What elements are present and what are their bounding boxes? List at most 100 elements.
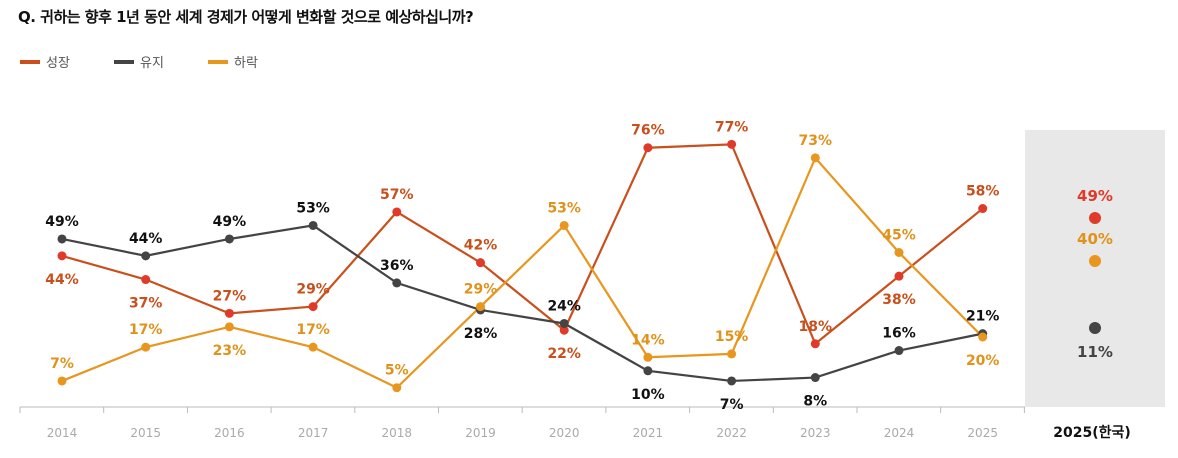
data-label-decline: 14% (631, 332, 665, 348)
highlight-panel (1025, 130, 1165, 407)
data-label-growth: 27% (213, 288, 247, 304)
x-tick-label: 2017 (298, 426, 329, 440)
data-point-decline (810, 153, 820, 163)
data-label-growth: 18% (799, 319, 833, 335)
highlight-point (1089, 212, 1101, 224)
data-label-decline: 20% (966, 353, 1000, 369)
data-point-decline (978, 332, 988, 342)
data-label-decline: 23% (213, 343, 247, 359)
data-point-maintain (727, 376, 737, 386)
data-label-growth: 42% (464, 238, 498, 254)
highlight-label: 49% (1077, 187, 1113, 205)
data-point-decline (308, 342, 318, 352)
data-point-growth (476, 258, 485, 268)
legend-swatch (114, 59, 134, 64)
data-label-growth: 38% (882, 292, 916, 308)
chart-title: Q. 귀하는 향후 1년 동안 세계 경제가 어떻게 변화할 것으로 예상하십니… (18, 8, 474, 26)
highlight-category-label: 2025(한국) (1053, 425, 1131, 441)
data-point-decline (141, 342, 151, 352)
data-label-decline: 17% (296, 322, 330, 338)
x-tick-label: 2021 (633, 426, 664, 440)
data-label-maintain: 28% (464, 326, 498, 342)
legend-swatch (208, 59, 228, 64)
x-tick-label: 2022 (716, 426, 747, 440)
legend-item-maintain: 유지 (114, 52, 164, 71)
x-tick-label: 2019 (465, 426, 496, 440)
data-label-maintain: 16% (882, 326, 916, 342)
data-label-growth: 76% (631, 123, 665, 139)
data-label-decline: 45% (882, 228, 916, 244)
data-point-maintain (308, 220, 318, 230)
x-tick-label: 2016 (214, 426, 245, 440)
data-label-decline: 73% (799, 133, 833, 149)
data-point-maintain (392, 278, 402, 288)
data-label-maintain: 44% (129, 231, 163, 247)
data-label-maintain: 21% (966, 309, 1000, 325)
data-point-decline (727, 349, 737, 359)
data-point-growth (57, 251, 67, 261)
data-point-decline (57, 376, 67, 386)
data-label-maintain: 24% (547, 298, 581, 314)
data-point-growth (224, 308, 234, 318)
data-point-decline (643, 352, 653, 362)
highlight-label: 11% (1077, 343, 1113, 361)
data-label-decline: 15% (715, 329, 749, 345)
data-label-decline: 17% (129, 322, 163, 338)
highlight-point (1089, 322, 1101, 334)
series-line-maintain (61, 224, 983, 383)
data-label-maintain: 49% (213, 214, 247, 230)
data-label-growth: 37% (129, 296, 163, 312)
data-point-maintain (141, 251, 151, 261)
data-label-decline: 29% (464, 282, 498, 298)
x-tick-label: 2025 (967, 426, 998, 440)
data-point-maintain (643, 366, 653, 376)
data-point-maintain (57, 234, 67, 244)
data-label-maintain: 53% (296, 200, 330, 216)
data-label-maintain: 8% (803, 394, 827, 410)
data-point-growth (810, 339, 820, 349)
data-point-maintain (224, 234, 234, 244)
legend-item-decline: 하락 (208, 52, 258, 71)
data-point-maintain (810, 373, 820, 383)
data-label-decline: 53% (547, 200, 581, 216)
data-label-decline: 7% (50, 356, 74, 372)
data-label-growth: 44% (45, 272, 79, 288)
data-point-decline (224, 322, 234, 332)
x-tick-label: 2023 (800, 426, 831, 440)
data-label-maintain: 7% (720, 397, 744, 413)
data-label-decline: 5% (385, 363, 409, 379)
legend-item-growth: 성장 (20, 52, 70, 71)
legend-label: 성장 (46, 56, 70, 71)
data-label-growth: 22% (547, 346, 581, 362)
series-line-growth (61, 143, 984, 346)
data-point-growth (727, 139, 737, 149)
data-point-growth (392, 207, 402, 217)
x-tick-label: 2015 (130, 426, 161, 440)
legend-swatch (20, 59, 40, 64)
legend-label: 하락 (234, 56, 258, 71)
data-label-maintain: 10% (631, 387, 665, 403)
data-point-growth (308, 302, 318, 312)
data-label-growth: 29% (296, 282, 330, 298)
data-point-growth (978, 204, 988, 214)
data-point-maintain (894, 346, 904, 356)
data-point-decline (894, 248, 904, 257)
x-tick-label: 2018 (382, 426, 413, 440)
x-tick-label: 2014 (47, 426, 78, 440)
x-tick-label: 2020 (549, 426, 580, 440)
data-label-maintain: 49% (45, 214, 79, 230)
data-label-maintain: 36% (380, 258, 414, 274)
data-point-decline (559, 220, 569, 230)
data-point-growth (559, 325, 569, 335)
data-point-decline (476, 302, 485, 312)
data-label-growth: 77% (715, 119, 749, 135)
highlight-point (1089, 255, 1101, 267)
highlight-label: 40% (1077, 230, 1113, 248)
data-point-decline (392, 383, 402, 393)
data-label-growth: 58% (966, 184, 1000, 200)
data-point-growth (894, 271, 904, 281)
data-point-growth (141, 275, 151, 285)
x-tick-label: 2024 (884, 426, 915, 440)
